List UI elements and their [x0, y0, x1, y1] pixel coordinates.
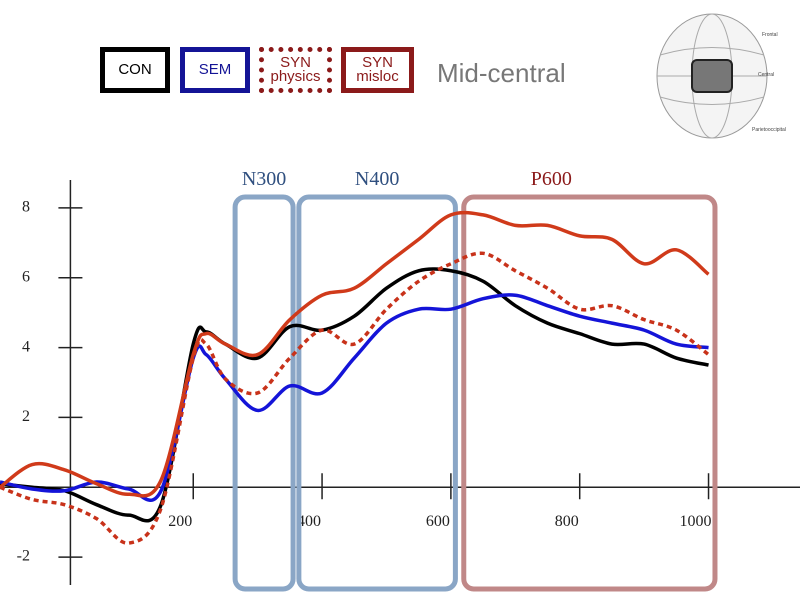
legend-entry: SYN misloc: [341, 47, 414, 93]
x-tick-label: 600: [426, 513, 450, 530]
x-tick-label: 200: [168, 513, 192, 530]
region-label: P600: [531, 168, 572, 190]
y-tick-label: 4: [22, 338, 30, 355]
head-map-label: Frontal: [762, 32, 778, 38]
y-tick-label: 6: [22, 268, 30, 285]
legend-entry: SEM: [180, 47, 250, 93]
chart-title: Mid-central: [437, 58, 566, 88]
region-box: [296, 194, 458, 592]
region-label: N400: [355, 168, 399, 190]
region-box: [461, 194, 718, 592]
legend-entry: CON: [100, 47, 170, 93]
x-tick-label: 1000: [680, 513, 712, 530]
x-tick-label: 800: [555, 513, 579, 530]
head-map-label: Parietooccipital: [752, 127, 786, 133]
region-label: N300: [242, 168, 286, 190]
series-line: [0, 267, 709, 523]
series-line: [0, 210, 710, 498]
head-map: Frontal Central Parietooccipital: [656, 13, 786, 139]
y-tick-label: 2: [22, 408, 30, 425]
y-tick-label: 8: [22, 199, 30, 216]
y-tick-label: -2: [17, 548, 30, 565]
head-map-label: Central: [758, 72, 774, 78]
series-line: [0, 293, 709, 502]
x-tick-label: 400: [297, 513, 321, 530]
series-line: [0, 251, 710, 545]
legend-entry: SYN physics: [259, 47, 332, 93]
region-box: [232, 194, 296, 592]
